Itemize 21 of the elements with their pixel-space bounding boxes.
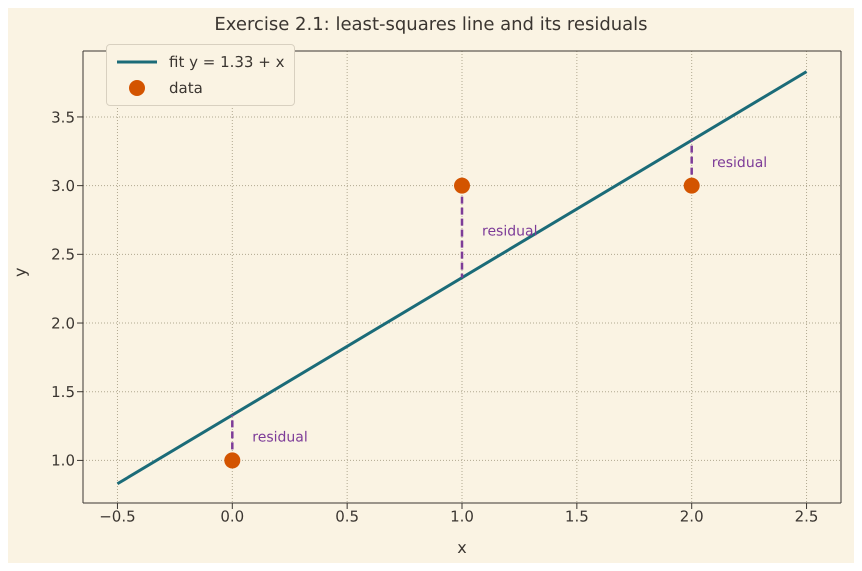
x-tick-label: −0.5 — [99, 508, 136, 526]
x-axis-title: x — [457, 538, 467, 557]
legend-label: data — [169, 79, 203, 97]
legend-label: fit y = 1.33 + x — [169, 53, 284, 71]
annotation: residual — [482, 223, 538, 240]
x-tick-label: 1.0 — [450, 508, 474, 526]
y-tick-label: 1.5 — [51, 383, 75, 402]
y-tick-label: 2.0 — [51, 314, 75, 332]
y-tick-label: 3.0 — [51, 176, 75, 195]
y-tick-label: 2.5 — [51, 246, 75, 264]
annotation: residual — [712, 154, 768, 171]
annotation: residual — [252, 430, 308, 446]
y-tick-label: 3.5 — [51, 108, 75, 126]
x-tick-label: 2.5 — [794, 508, 818, 526]
x-tick-label: 1.5 — [564, 508, 589, 526]
x-tick-label: 2.0 — [680, 508, 704, 526]
y-axis-title: y — [10, 268, 30, 277]
chart-title: Exercise 2.1: least-squares line and its residuals — [213, 13, 649, 37]
x-tick-label: 0.0 — [220, 508, 244, 526]
y-tick-label: 1.0 — [51, 452, 75, 470]
x-tick-label: 0.5 — [335, 508, 360, 526]
